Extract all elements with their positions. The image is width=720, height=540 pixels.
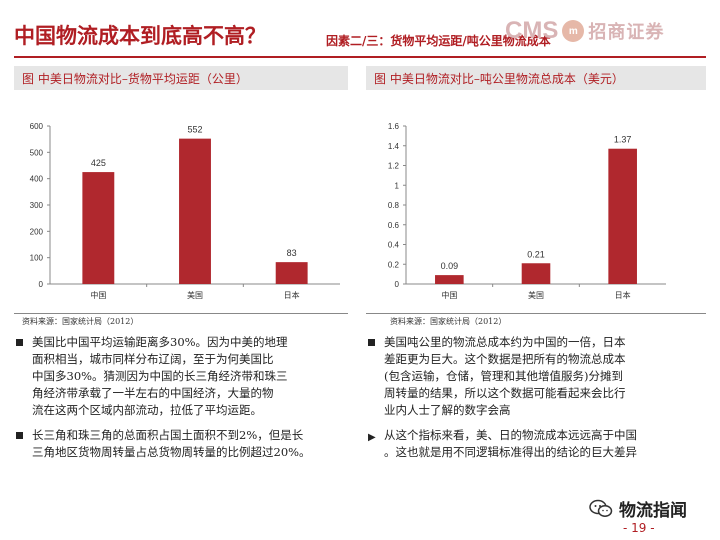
square-bullet-icon	[368, 339, 375, 346]
x-tick-label: 日本	[284, 290, 300, 300]
y-tick-label: 200	[30, 227, 44, 236]
bullet-line: 从这个指标来看，美、日的物流成本远远高于中国	[384, 428, 637, 442]
page-number: - 19 -	[623, 521, 655, 535]
y-tick-label: 600	[30, 122, 44, 131]
bar-value-label: 425	[91, 158, 106, 168]
y-tick-label: 0.6	[388, 221, 400, 230]
left-source: 资料来源：国家统计局（2012）	[22, 317, 139, 326]
y-tick-label: 500	[30, 148, 44, 157]
bullet-line: 角经济带承载了一半左右的中国经济，大量的物	[32, 386, 274, 400]
slide-subtitle: 因素二/三：货物平均运距/吨公里物流成本	[326, 34, 551, 48]
left-source-rule	[14, 313, 348, 314]
bullet-line: 长三角和珠三角的总面积占国土面积不到2%，但是长	[32, 428, 304, 442]
bullet-item: 美国吨公里的物流总成本约为中国的一倍，日本 差距更为巨大。这个数据是把所有的物流总…	[368, 334, 708, 419]
bullet-line: 美国吨公里的物流总成本约为中国的一倍，日本	[384, 335, 626, 349]
y-tick-label: 0.8	[388, 201, 400, 210]
slide-title: 中国物流成本到底高不高？	[14, 24, 266, 48]
bullet-line: 面积相当，城市同样分布辽阔，至于为何美国比	[32, 352, 274, 366]
distance-bar-chart: 0 100 200 300 400 500 600 425 中国 552 美国 83 日本	[30, 122, 340, 300]
y-tick-label: 0	[395, 280, 400, 289]
bullet-line: 三角地区货物周转量占总货物周转量的比例超过20%。	[32, 445, 311, 459]
right-panel-heading: 图 中美日物流对比–吨公里物流总成本（美元）	[366, 66, 706, 90]
y-tick-label: 0.2	[388, 260, 400, 269]
x-tick-label: 日本	[615, 290, 631, 300]
title-rule	[14, 56, 706, 58]
right-source-rule	[366, 313, 706, 314]
square-bullet-icon	[16, 432, 23, 439]
bar-value-label: 1.37	[614, 135, 632, 145]
bar	[608, 148, 637, 284]
bullet-line: 。这也就是用不同逻辑标准得出的结论的巨大差异	[384, 445, 637, 459]
triangle-bullet-icon: ▶	[368, 432, 376, 443]
y-tick-label: 400	[30, 175, 44, 184]
bar	[179, 138, 211, 284]
bullet-line: (包含运输，仓储，管理和其他增值服务)分摊到	[384, 369, 623, 383]
y-tick-label: 1.6	[388, 122, 400, 131]
bullet-line: 中国多30%。猜测因为中国的长三角经济带和珠三	[32, 369, 288, 383]
y-tick-label: 300	[30, 201, 44, 210]
bullet-line: 差距更为巨大。这个数据是把所有的物流总成本	[384, 352, 626, 366]
right-bullets: 美国吨公里的物流总成本约为中国的一倍，日本 差距更为巨大。这个数据是把所有的物流总…	[368, 334, 708, 461]
left-bullets: 美国比中国平均运输距离多30%。因为中美的地理 面积相当，城市同样分布辽阔，至于为…	[16, 334, 356, 461]
y-tick-label: 1	[395, 181, 400, 190]
bar	[275, 262, 308, 284]
logo-circle-icon: m	[562, 20, 585, 42]
bullet-item: ▶ 从这个指标来看，美、日的物流成本远远高于中国 。这也就是用不同逻辑标准得出的结论…	[368, 427, 708, 461]
bar-value-label: 83	[287, 248, 297, 258]
y-tick-label: 1.4	[388, 142, 400, 151]
y-tick-label: 100	[30, 254, 44, 263]
wechat-badge: 物流指闻	[589, 496, 687, 521]
bullet-line: 周转量的结果，所以这个数据可能看起来会比行	[384, 386, 626, 400]
x-tick-label: 美国	[187, 290, 203, 300]
right-source: 资料来源：国家统计局（2012）	[390, 317, 507, 326]
bar-value-label: 0.21	[527, 249, 545, 259]
x-tick-label: 中国	[441, 290, 457, 300]
bullet-item: 美国比中国平均运输距离多30%。因为中美的地理 面积相当，城市同样分布辽阔，至于为…	[16, 334, 356, 419]
bullet-line: 美国比中国平均运输距离多30%。因为中美的地理	[32, 335, 288, 349]
bullet-item: 长三角和珠三角的总面积占国土面积不到2%，但是长 三角地区货物周转量占总货物周转量…	[16, 427, 356, 461]
bullet-line: 流在这两个区域内部流动，拉低了平均运距。	[32, 403, 262, 417]
wechat-label: 物流指闻	[619, 501, 687, 521]
y-tick-label: 0	[39, 280, 44, 289]
bullet-line: 业内人士了解的数字会高	[384, 403, 511, 417]
x-tick-label: 中国	[90, 290, 106, 300]
bar-value-label: 0.09	[441, 261, 459, 271]
square-bullet-icon	[16, 339, 23, 346]
logo-cms-text: CMS	[505, 17, 559, 44]
cost-bar-chart: 0 0.2 0.4 0.6 0.8 1 1.2 1.4 1.6 0.09 中国 0.21 美国 1.37 日…	[388, 122, 666, 300]
left-panel-heading: 图 中美日物流对比–货物平均运距（公里）	[14, 66, 348, 90]
y-tick-label: 1.2	[388, 162, 400, 171]
bar-value-label: 552	[187, 125, 202, 135]
bar	[521, 263, 551, 284]
bar	[82, 172, 115, 284]
cms-logo: CMS m 招商证券	[505, 16, 664, 46]
y-tick-label: 0.4	[388, 241, 400, 250]
logo-cn-text: 招商证券	[588, 22, 665, 43]
bar	[435, 275, 464, 284]
wechat-icon	[589, 499, 613, 517]
x-tick-label: 美国	[528, 290, 544, 300]
